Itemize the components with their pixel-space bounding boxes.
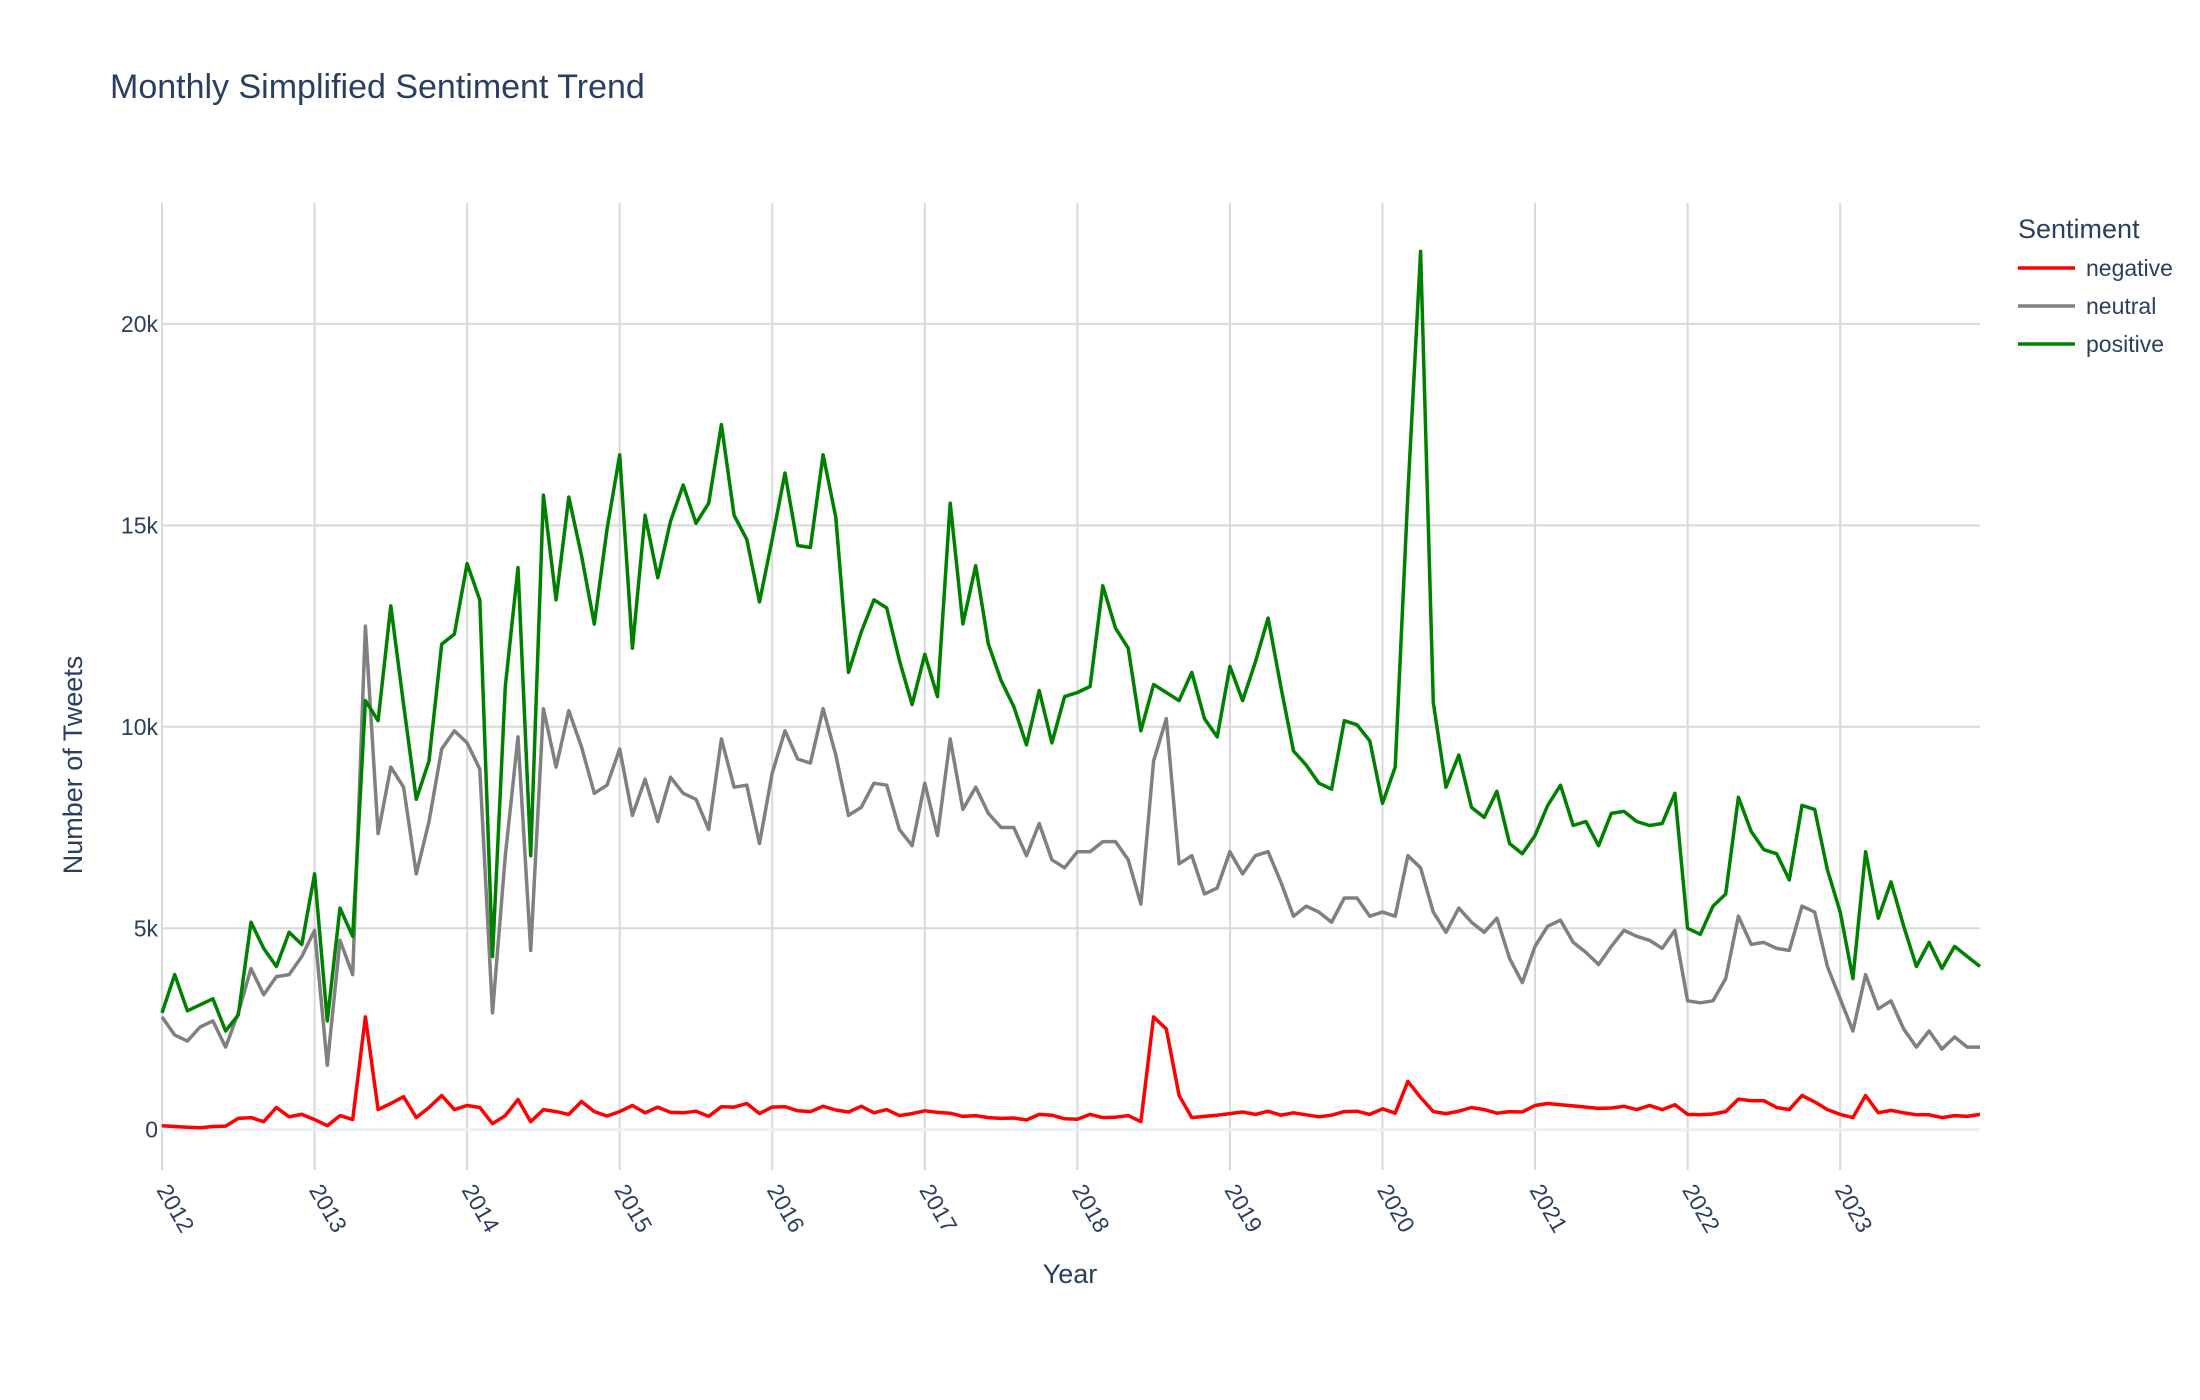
legend-title: Sentiment [2018, 214, 2140, 244]
grid [161, 203, 1980, 1170]
y-axis-ticks: 0 5k 10k 15k 20k [121, 311, 159, 1143]
y-axis-title: Number of Tweets [58, 656, 88, 875]
x-tick-label: 2017 [914, 1180, 962, 1237]
y-tick-label: 0 [145, 1117, 158, 1143]
legend-label: positive [2086, 331, 2164, 357]
series-line-positive [160, 249, 1982, 1033]
x-tick-label: 2018 [1067, 1180, 1115, 1237]
x-tick-label: 2014 [457, 1180, 505, 1237]
x-tick-label: 2020 [1372, 1180, 1420, 1237]
x-tick-label: 2016 [762, 1180, 810, 1237]
series-layer [160, 249, 1982, 1130]
legend[interactable]: Sentiment negative neutral positive [2018, 214, 2173, 357]
y-tick-label: 20k [121, 311, 159, 337]
legend-item-positive[interactable]: positive [2018, 331, 2164, 357]
legend-label: negative [2086, 255, 2173, 281]
x-tick-label: 2015 [609, 1180, 657, 1237]
y-tick-label: 15k [121, 512, 159, 538]
x-tick-label: 2013 [304, 1180, 352, 1237]
x-axis-ticks: 2012 2013 2014 2015 2016 2017 2018 2019 2020 2021… [152, 1180, 1878, 1237]
series-line-negative [161, 1015, 1981, 1130]
chart-title: Monthly Simplified Sentiment Trend [110, 68, 645, 106]
x-tick-label: 2019 [1220, 1180, 1268, 1237]
x-axis-title: Year [1043, 1259, 1098, 1289]
legend-item-negative[interactable]: negative [2018, 255, 2173, 281]
legend-item-neutral[interactable]: neutral [2018, 293, 2156, 319]
y-tick-label: 10k [121, 714, 159, 740]
legend-label: neutral [2086, 293, 2156, 319]
x-tick-label: 2021 [1525, 1180, 1573, 1237]
x-tick-label: 2022 [1677, 1180, 1725, 1237]
x-tick-label: 2023 [1830, 1180, 1878, 1237]
x-tick-label: 2012 [152, 1180, 200, 1237]
y-tick-label: 5k [134, 915, 159, 941]
series-line-neutral [160, 624, 1980, 1067]
